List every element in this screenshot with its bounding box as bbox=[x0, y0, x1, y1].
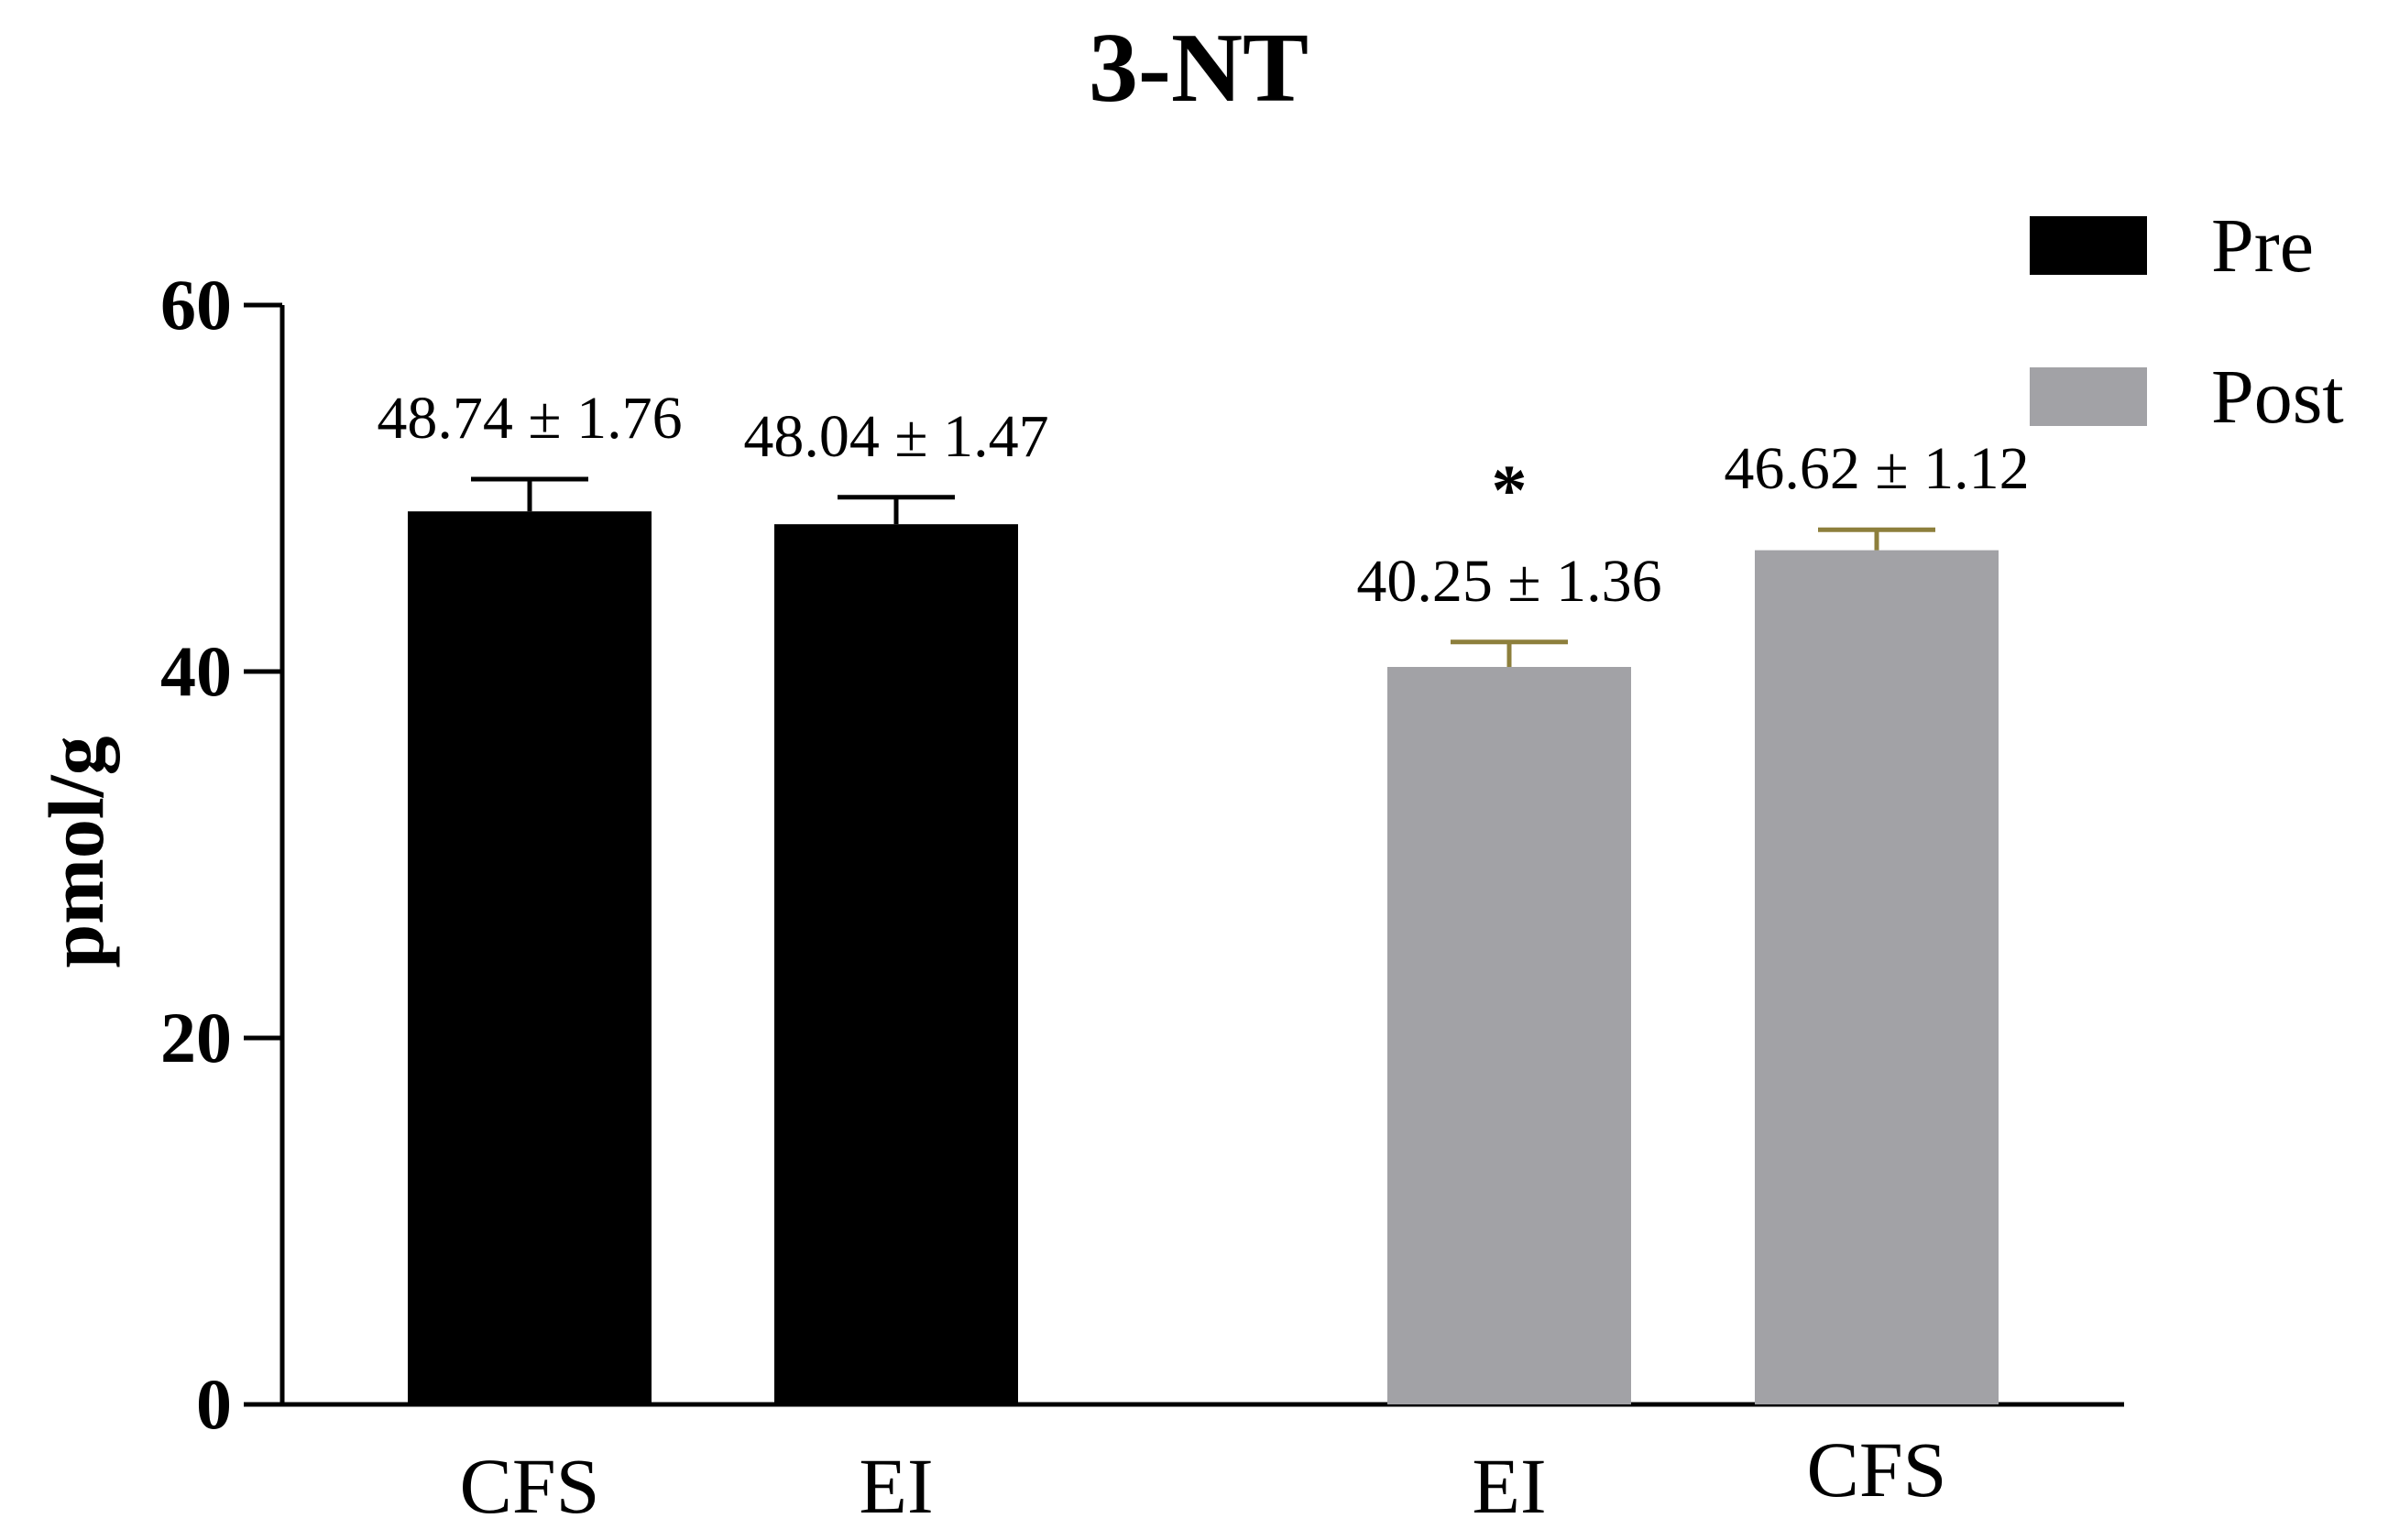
y-tick-label: 60 bbox=[160, 265, 232, 344]
legend-swatch-post bbox=[2030, 367, 2147, 426]
x-category-label: CFS bbox=[1806, 1425, 1946, 1513]
data-label-post-cfs: 46.62 ± 1.12 bbox=[1724, 435, 2029, 502]
x-category-label: CFS bbox=[459, 1442, 599, 1530]
x-category-label: EI bbox=[859, 1442, 933, 1530]
legend-label-pre: Pre bbox=[2211, 203, 2314, 289]
data-label-post-ei: 40.25 ± 1.36 bbox=[1356, 548, 1661, 615]
y-tick-label: 20 bbox=[160, 998, 232, 1077]
data-label-pre-cfs: 48.74 ± 1.76 bbox=[377, 385, 682, 452]
legend: Pre Post bbox=[2030, 203, 2344, 440]
y-axis-label: pmol/g bbox=[32, 736, 120, 967]
bar-post-ei bbox=[1387, 667, 1631, 1404]
x-category-label: EI bbox=[1472, 1442, 1546, 1530]
data-label-pre-ei: 48.04 ± 1.47 bbox=[743, 403, 1048, 470]
significance-marker: * bbox=[1492, 450, 1528, 530]
y-tick-label: 40 bbox=[160, 631, 232, 711]
legend-swatch-pre bbox=[2030, 216, 2147, 275]
chart-title: 3-NT bbox=[1089, 14, 1309, 123]
bars: 48.74 ± 1.76 CFS 48.04 ± 1.47 EI 40.25 ± 1.3… bbox=[377, 385, 2029, 1530]
bar-post-cfs bbox=[1755, 550, 1999, 1404]
legend-label-post: Post bbox=[2211, 355, 2344, 440]
bar-pre-ei bbox=[774, 524, 1018, 1404]
bar-pre-cfs bbox=[408, 511, 652, 1404]
y-ticks: 0 20 40 60 bbox=[160, 265, 282, 1444]
y-tick-label: 0 bbox=[196, 1364, 232, 1444]
